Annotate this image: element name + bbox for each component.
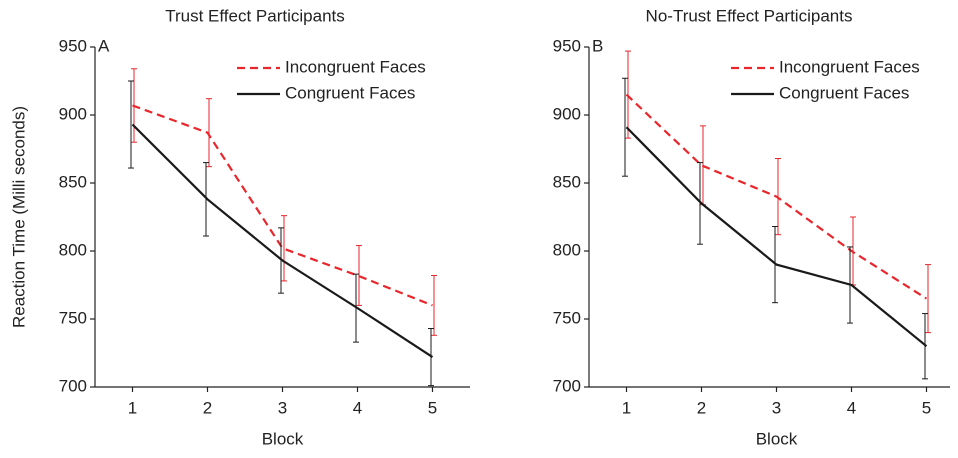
- y-tick-label: 900: [553, 104, 581, 123]
- x-tick-label: 4: [353, 398, 362, 417]
- series-line: [132, 104, 433, 307]
- legend-label: Congruent Faces: [779, 83, 909, 102]
- error-bar: [697, 162, 703, 245]
- y-tick-label: 700: [59, 376, 87, 395]
- error-bar: [353, 273, 359, 343]
- x-tick-label: 2: [697, 398, 706, 417]
- error-bar: [128, 80, 134, 169]
- error-bar: [775, 158, 781, 236]
- chart-title: Trust Effect Participants: [165, 6, 345, 25]
- y-tick-label: 900: [59, 104, 87, 123]
- error-bar: [847, 246, 853, 324]
- error-bar: [431, 274, 437, 336]
- x-tick-label: 1: [128, 398, 137, 417]
- x-tick-label: 3: [278, 398, 287, 417]
- error-bar: [206, 98, 212, 168]
- series-line: [625, 126, 928, 348]
- x-tick-label: 5: [428, 398, 437, 417]
- y-tick-label: 950: [553, 36, 581, 55]
- error-bar: [700, 125, 706, 206]
- error-bar: [625, 50, 631, 139]
- y-tick-label: 700: [553, 376, 581, 395]
- error-bar: [428, 328, 434, 387]
- y-tick-label: 800: [553, 240, 581, 259]
- error-bar: [922, 313, 928, 380]
- panel-label: A: [98, 36, 110, 55]
- error-bar: [281, 215, 287, 282]
- legend-label: Incongruent Faces: [779, 57, 920, 76]
- series-line: [131, 123, 434, 359]
- error-bar: [203, 162, 209, 237]
- error-bar: [278, 227, 284, 294]
- y-tick-label: 950: [59, 36, 87, 55]
- legend-label: Congruent Faces: [285, 83, 415, 102]
- legend-label: Incongruent Faces: [285, 57, 426, 76]
- y-tick-label: 800: [59, 240, 87, 259]
- x-tick-label: 2: [203, 398, 212, 417]
- x-tick-label: 3: [772, 398, 781, 417]
- y-tick-label: 750: [59, 308, 87, 327]
- y-tick-label: 850: [59, 172, 87, 191]
- x-axis-label: Block: [756, 429, 798, 448]
- error-bar: [772, 226, 778, 304]
- x-tick-label: 1: [622, 398, 631, 417]
- error-bar: [925, 264, 931, 334]
- y-tick-label: 750: [553, 308, 581, 327]
- x-tick-label: 5: [922, 398, 931, 417]
- x-tick-label: 4: [847, 398, 856, 417]
- error-bar: [622, 77, 628, 177]
- y-tick-label: 850: [553, 172, 581, 191]
- chart-title: No-Trust Effect Participants: [646, 6, 853, 25]
- x-axis-label: Block: [262, 429, 304, 448]
- error-bar: [356, 245, 362, 306]
- error-bar: [131, 68, 137, 143]
- series-line: [625, 93, 928, 300]
- panel-label: B: [592, 36, 603, 55]
- y-axis-label: Reaction Time (Milli seconds): [9, 106, 28, 328]
